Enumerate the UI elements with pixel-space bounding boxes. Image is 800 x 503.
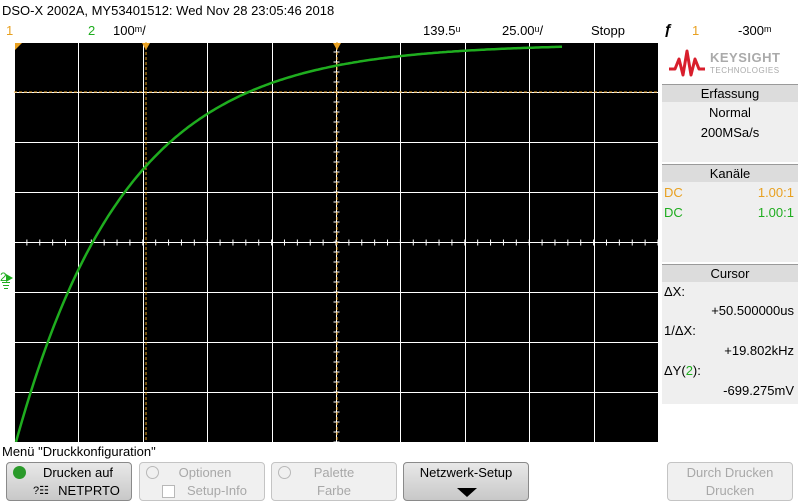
delta-x-label: ΔX: xyxy=(664,284,685,299)
instrument-title: DSO-X 2002A, MY53401512: Wed Nov 28 23:0… xyxy=(2,3,335,18)
run-status: Stopp xyxy=(591,23,625,38)
delta-y-value: -699.275mV xyxy=(723,383,794,398)
acquisition-mode: Normal xyxy=(709,105,751,120)
channel-2-scale[interactable]: 100ᵐ/ xyxy=(113,23,146,38)
channel-1-label[interactable]: 1 xyxy=(6,23,14,38)
refresh-icon-disabled xyxy=(278,466,291,479)
waveform-display[interactable] xyxy=(13,41,659,443)
delta-x-value: +50.500000us xyxy=(711,303,794,318)
cursor-x1-marker xyxy=(142,43,150,50)
channels-header: Kanäle xyxy=(662,164,798,182)
brand-name: KEYSIGHT xyxy=(710,50,781,65)
waveform-graph xyxy=(13,41,659,443)
sample-rate: 200MSa/s xyxy=(700,125,760,140)
acquisition-section: Normal 200MSa/s xyxy=(662,102,798,162)
keysight-wave-icon xyxy=(669,49,705,77)
delta-y-label: ΔY(2): xyxy=(664,363,701,378)
softkey-print-now[interactable]: Durch Drucken Drucken xyxy=(667,462,793,501)
channels-section: DC 1.00:1 DC 1.00:1 xyxy=(662,182,798,262)
channel-2-trace xyxy=(14,45,562,443)
softkey-palette[interactable]: Palette Farbe xyxy=(271,462,397,501)
channel-2-label[interactable]: 2 xyxy=(88,23,96,38)
ground-icon xyxy=(2,282,10,283)
ground-arrow-icon xyxy=(6,274,13,282)
time-base[interactable]: 25.00ᵘ/ xyxy=(502,23,544,38)
trigger-channel[interactable]: 1 xyxy=(692,23,700,38)
info-panel: KEYSIGHT TECHNOLOGIES Erfassung Normal 2… xyxy=(660,42,800,442)
softkey-options[interactable]: Optionen Setup-Info xyxy=(139,462,265,501)
setup-info-checkbox[interactable] xyxy=(162,485,175,498)
channel-2-ground-marker[interactable]: 2 xyxy=(0,270,14,294)
inverse-delta-x-label: 1/ΔX: xyxy=(664,323,696,338)
submenu-arrow-icon xyxy=(457,488,477,497)
status-header: DSO-X 2002A, MY53401512: Wed Nov 28 23:0… xyxy=(0,0,800,42)
trigger-edge-icon: ƒ xyxy=(664,21,673,38)
network-icon: ?☷ xyxy=(33,485,49,497)
refresh-icon xyxy=(13,466,26,479)
cursor-header: Cursor xyxy=(662,264,798,282)
inverse-delta-x-value: +19.802kHz xyxy=(724,343,794,358)
refresh-icon-disabled xyxy=(146,466,159,479)
trigger-level[interactable]: -300ᵐ xyxy=(738,23,772,38)
acquisition-header: Erfassung xyxy=(662,84,798,102)
softkey-print-to[interactable]: Drucken auf ?☷ NETPRTO xyxy=(6,462,132,501)
cursor-x2-marker xyxy=(333,43,341,50)
trigger-time-marker xyxy=(15,43,22,50)
channel-2-coupling: DC xyxy=(664,205,683,220)
channel-2-probe-ratio: 1.00:1 xyxy=(757,205,794,220)
brand-sub: TECHNOLOGIES xyxy=(710,66,780,75)
cursor-section: ΔX: +50.500000us 1/ΔX: +19.802kHz ΔY(2):… xyxy=(662,282,798,404)
menu-title: Menü "Druckkonfiguration" xyxy=(2,444,156,459)
softkey-network-setup[interactable]: Netzwerk-Setup xyxy=(403,462,529,501)
horizontal-position[interactable]: 139.5ᵘ xyxy=(423,23,461,38)
channel-1-probe-ratio: 1.00:1 xyxy=(757,185,794,200)
channel-1-coupling: DC xyxy=(664,185,683,200)
keysight-logo: KEYSIGHT TECHNOLOGIES xyxy=(664,44,796,84)
